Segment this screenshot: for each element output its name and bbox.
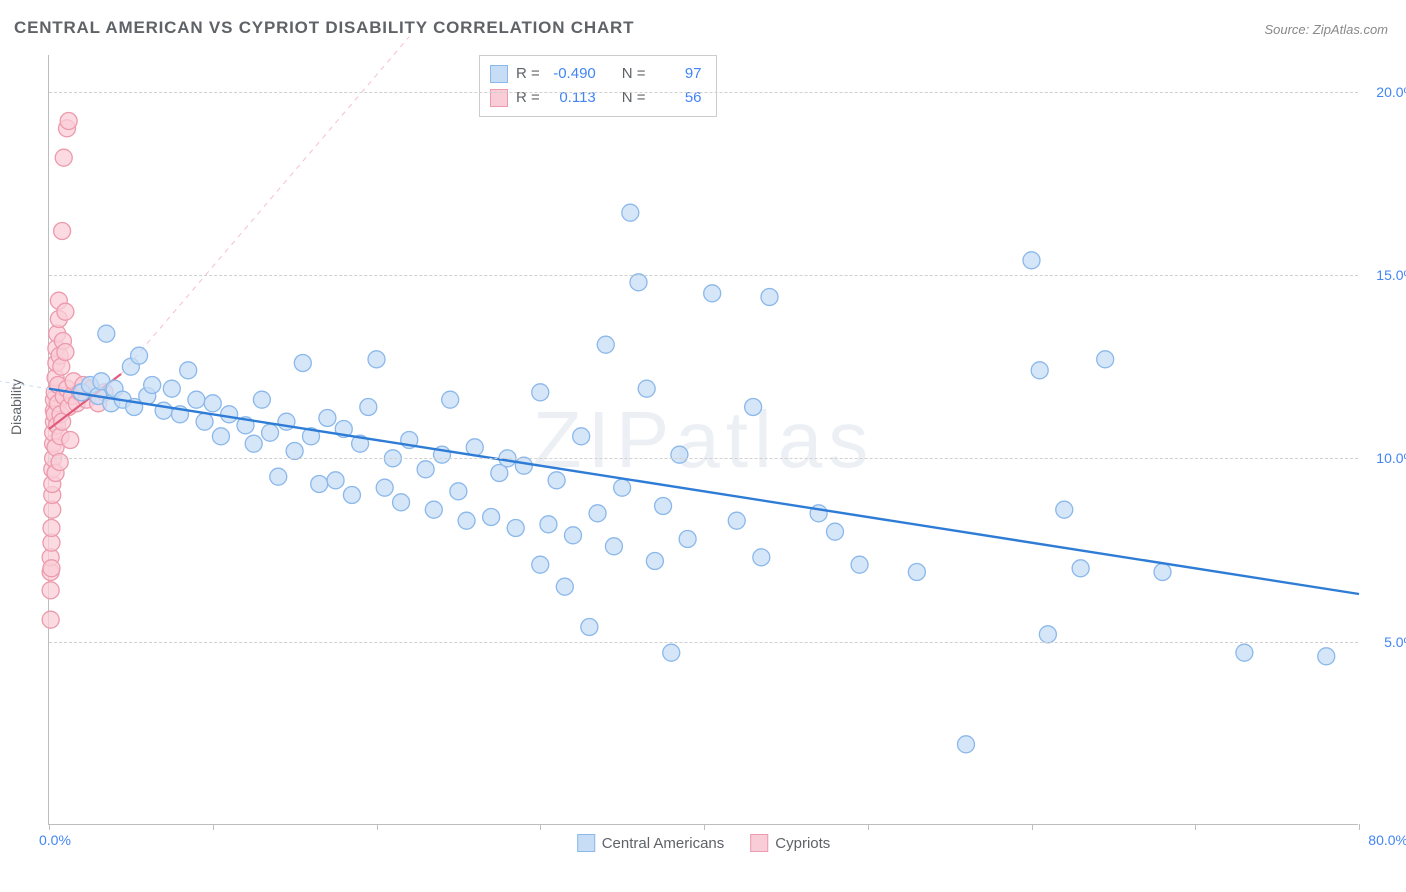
r-value-pink: 0.113 [548,86,596,110]
legend-item-pink: Cypriots [750,834,830,852]
gridline [49,275,1358,276]
r-value-blue: -0.490 [548,62,596,86]
legend-swatch-pink [750,834,768,852]
x-tick [213,824,214,830]
x-tick [868,824,869,830]
stats-row-pink: R = 0.113 N = 56 [490,86,702,110]
n-label: N = [622,62,646,86]
swatch-blue [490,65,508,83]
x-tick [1359,824,1360,830]
y-tick-label: 15.0% [1376,267,1406,283]
stats-row-blue: R = -0.490 N = 97 [490,62,702,86]
y-tick-label: 10.0% [1376,450,1406,466]
n-value-blue: 97 [654,62,702,86]
chart-svg [49,55,1358,824]
legend-swatch-blue [577,834,595,852]
x-tick [1032,824,1033,830]
legend-label-blue: Central Americans [602,835,725,852]
x-tick [49,824,50,830]
legend-label-pink: Cypriots [775,835,830,852]
y-tick-label: 5.0% [1384,634,1406,650]
y-axis-label: Disability [8,379,24,435]
x-tick [540,824,541,830]
r-label: R = [516,62,540,86]
r-label: R = [516,86,540,110]
x-tick [704,824,705,830]
legend: Central Americans Cypriots [577,834,831,852]
gridline [49,642,1358,643]
n-label: N = [622,86,646,110]
chart-title: CENTRAL AMERICAN VS CYPRIOT DISABILITY C… [14,18,634,38]
stats-box: R = -0.490 N = 97 R = 0.113 N = 56 [479,55,717,117]
legend-item-blue: Central Americans [577,834,725,852]
gridline [49,92,1358,93]
x-axis-end-label: 80.0% [1368,832,1406,848]
plot-area: ZIPatlas R = -0.490 N = 97 R = 0.113 N =… [48,55,1358,825]
x-axis-start-label: 0.0% [39,832,71,848]
y-tick-label: 20.0% [1376,84,1406,100]
source-attribution: Source: ZipAtlas.com [1264,22,1388,37]
x-tick [1195,824,1196,830]
gridline [49,458,1358,459]
x-tick [377,824,378,830]
n-value-pink: 56 [654,86,702,110]
